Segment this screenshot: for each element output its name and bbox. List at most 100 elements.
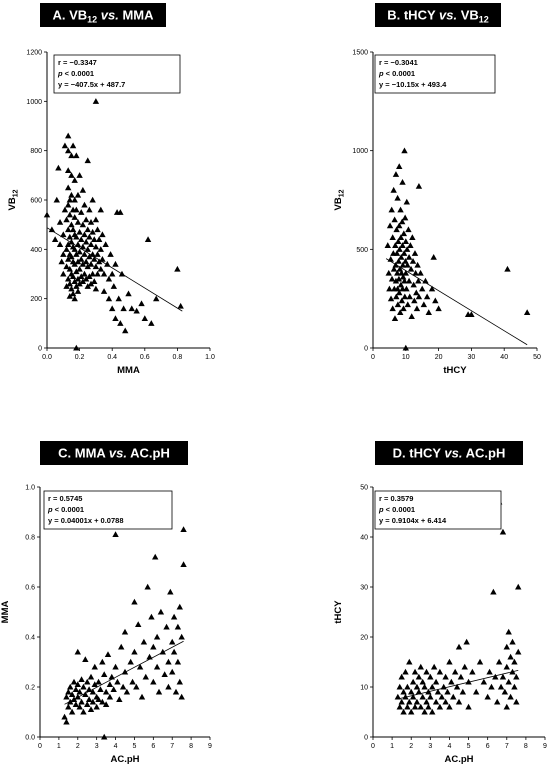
data-point xyxy=(87,260,95,267)
data-point xyxy=(153,633,161,640)
data-point xyxy=(415,293,423,300)
data-point xyxy=(106,693,114,700)
x-tick-label: 7 xyxy=(170,743,174,750)
data-point xyxy=(97,686,104,693)
data-point xyxy=(82,258,90,265)
data-point xyxy=(92,263,100,270)
data-point xyxy=(94,226,101,233)
stats-p-label: p xyxy=(378,69,384,78)
data-point xyxy=(421,708,428,715)
data-point xyxy=(86,273,93,280)
data-point xyxy=(413,698,421,705)
data-point xyxy=(396,163,403,170)
data-point xyxy=(78,256,85,262)
data-point xyxy=(86,206,93,213)
data-point xyxy=(81,251,88,257)
data-point xyxy=(490,588,497,595)
data-point xyxy=(523,309,531,316)
y-tick-label: 1000 xyxy=(26,99,42,106)
data-point xyxy=(404,261,411,268)
data-point xyxy=(429,683,436,690)
data-point xyxy=(507,693,514,700)
stats-equation: y = 0.9104x + 6.414 xyxy=(379,516,447,525)
data-point xyxy=(390,186,397,193)
data-point xyxy=(174,265,181,272)
y-tick-label: 1.0 xyxy=(25,485,35,492)
data-point xyxy=(167,588,174,595)
data-point xyxy=(99,256,106,262)
data-point xyxy=(68,172,75,178)
data-point xyxy=(448,678,455,685)
data-point xyxy=(66,196,74,203)
data-point xyxy=(399,242,406,248)
y-tick-label: 10 xyxy=(360,685,368,692)
data-point xyxy=(56,219,64,225)
data-point xyxy=(169,668,176,675)
x-tick-label: 2 xyxy=(76,743,80,750)
data-point xyxy=(390,265,398,272)
data-point xyxy=(74,258,82,265)
data-point xyxy=(56,241,64,247)
data-point xyxy=(161,671,168,678)
data-point xyxy=(435,305,442,312)
data-point xyxy=(152,553,159,560)
data-point xyxy=(73,206,80,213)
data-point xyxy=(172,688,180,695)
data-point xyxy=(127,658,134,665)
regression-line xyxy=(46,227,183,312)
data-point xyxy=(89,688,97,695)
data-point xyxy=(64,147,72,154)
data-point xyxy=(165,658,172,665)
data-point xyxy=(95,696,102,703)
data-point xyxy=(394,194,401,201)
data-point xyxy=(69,273,77,280)
data-point xyxy=(71,214,78,220)
data-point xyxy=(387,256,394,262)
data-point xyxy=(80,683,87,690)
data-point xyxy=(81,201,88,208)
data-point xyxy=(76,248,83,255)
data-point xyxy=(64,275,72,282)
data-point xyxy=(48,226,56,233)
data-point xyxy=(395,275,403,282)
regression-line xyxy=(397,669,519,700)
data-point xyxy=(76,265,83,272)
data-point xyxy=(455,643,463,650)
data-point xyxy=(93,703,100,710)
data-point xyxy=(436,703,444,710)
stats-p: p < 0.0001 xyxy=(57,69,94,78)
data-point xyxy=(391,315,399,321)
data-point xyxy=(411,250,419,256)
data-point xyxy=(69,290,77,297)
data-point xyxy=(176,603,183,610)
x-tick-label: 8 xyxy=(524,743,528,750)
data-point xyxy=(102,701,110,708)
data-point xyxy=(112,531,119,538)
data-point xyxy=(121,668,129,675)
data-point xyxy=(79,278,87,284)
data-point xyxy=(432,297,439,304)
x-tick-label: 0.2 xyxy=(75,354,85,361)
data-point xyxy=(53,196,60,203)
y-axis-label-main: tHCY xyxy=(333,600,344,624)
data-point xyxy=(180,561,187,568)
data-point xyxy=(63,693,70,700)
data-point xyxy=(398,254,405,260)
data-point xyxy=(92,216,100,223)
data-point xyxy=(494,698,501,705)
data-point xyxy=(415,673,423,680)
data-point xyxy=(476,658,484,665)
data-point xyxy=(413,683,421,690)
data-point xyxy=(177,302,184,309)
y-tick-label: 200 xyxy=(30,296,42,303)
data-point xyxy=(55,164,62,171)
data-point xyxy=(95,678,102,685)
data-point xyxy=(430,254,437,260)
data-point xyxy=(72,686,80,693)
data-point xyxy=(509,668,516,675)
data-point xyxy=(71,295,78,302)
data-point xyxy=(64,201,72,208)
data-point xyxy=(64,226,72,233)
data-point xyxy=(112,315,119,321)
x-tick-label: 6 xyxy=(486,743,490,750)
